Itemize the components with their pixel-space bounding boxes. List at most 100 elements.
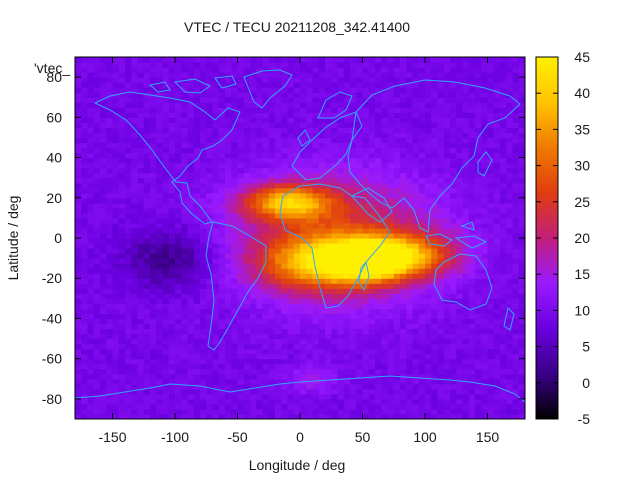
heatmap-cell xyxy=(281,97,289,103)
heatmap-cell xyxy=(193,207,201,214)
heatmap-cell xyxy=(112,82,120,88)
heatmap-cell xyxy=(143,142,151,149)
heatmap-cell xyxy=(506,403,514,410)
heatmap-cell xyxy=(100,97,107,103)
heatmap-cell xyxy=(337,248,345,254)
heatmap-cell xyxy=(106,162,114,169)
heatmap-cell xyxy=(343,328,351,335)
heatmap-cell xyxy=(412,413,420,419)
heatmap-cell xyxy=(231,263,239,269)
heatmap-cell xyxy=(350,323,357,330)
heatmap-cell xyxy=(231,238,239,244)
heatmap-cell xyxy=(350,142,357,149)
heatmap-cell xyxy=(387,373,395,380)
heatmap-cell xyxy=(281,142,289,149)
heatmap-cell xyxy=(181,393,189,400)
heatmap-cell xyxy=(306,408,314,415)
heatmap-cell xyxy=(212,172,220,179)
heatmap-cell xyxy=(406,263,414,269)
heatmap-cell xyxy=(162,162,170,169)
heatmap-cell xyxy=(81,132,89,139)
heatmap-cell xyxy=(212,313,220,320)
heatmap-cell xyxy=(331,67,339,73)
heatmap-cell xyxy=(225,383,232,390)
heatmap-cell xyxy=(418,112,426,118)
heatmap-cell xyxy=(468,172,476,179)
heatmap-cell xyxy=(143,308,151,315)
heatmap-cell xyxy=(418,413,426,419)
heatmap-cell xyxy=(275,167,282,174)
heatmap-cell xyxy=(350,363,357,370)
heatmap-cell xyxy=(156,318,164,325)
heatmap-cell xyxy=(200,238,207,244)
heatmap-cell xyxy=(412,187,420,194)
heatmap-cell xyxy=(137,92,145,98)
heatmap-cell xyxy=(81,97,89,103)
heatmap-cell xyxy=(231,62,239,68)
heatmap-cell xyxy=(431,248,439,254)
heatmap-cell xyxy=(431,328,439,335)
heatmap-cell xyxy=(481,253,489,259)
heatmap-cell xyxy=(187,398,195,405)
heatmap-cell xyxy=(250,318,257,325)
heatmap-cell xyxy=(450,127,457,134)
heatmap-cell xyxy=(431,368,439,375)
heatmap-cell xyxy=(475,107,482,113)
heatmap-cell xyxy=(112,202,120,209)
heatmap-cell xyxy=(243,207,251,214)
heatmap-cell xyxy=(131,388,139,395)
heatmap-cell xyxy=(337,378,345,385)
heatmap-cell xyxy=(400,368,407,375)
heatmap-cell xyxy=(431,378,439,385)
heatmap-cell xyxy=(456,197,464,204)
heatmap-cell xyxy=(418,333,426,340)
heatmap-cell xyxy=(500,363,507,370)
heatmap-cell xyxy=(187,112,195,118)
heatmap-cell xyxy=(425,132,432,139)
heatmap-cell xyxy=(193,333,201,340)
heatmap-cell xyxy=(412,147,420,154)
heatmap-cell xyxy=(150,232,157,239)
heatmap-cell xyxy=(375,192,382,199)
heatmap-cell xyxy=(106,308,114,315)
heatmap-cell xyxy=(331,227,339,234)
heatmap-cell xyxy=(362,117,370,123)
heatmap-cell xyxy=(193,388,201,395)
heatmap-cell xyxy=(212,333,220,340)
heatmap-cell xyxy=(100,288,107,294)
heatmap-cell xyxy=(218,283,226,289)
heatmap-cell xyxy=(425,393,432,400)
heatmap-cell xyxy=(437,87,445,93)
heatmap-cell xyxy=(237,142,245,149)
heatmap-cell xyxy=(150,217,157,224)
heatmap-cell xyxy=(468,283,476,289)
heatmap-cell xyxy=(262,353,270,360)
heatmap-cell xyxy=(406,248,414,254)
heatmap-cell xyxy=(337,398,345,405)
heatmap-cell xyxy=(231,172,239,179)
heatmap-cell xyxy=(500,177,507,184)
heatmap-cell xyxy=(325,303,332,309)
heatmap-cell xyxy=(187,368,195,375)
heatmap-cell xyxy=(493,152,501,159)
heatmap-cell xyxy=(168,152,176,159)
heatmap-cell xyxy=(331,348,339,355)
heatmap-cell xyxy=(312,288,320,294)
heatmap-cell xyxy=(406,72,414,78)
heatmap-cell xyxy=(150,57,157,63)
heatmap-cell xyxy=(375,368,382,375)
heatmap-cell xyxy=(231,117,239,123)
heatmap-cell xyxy=(375,248,382,254)
heatmap-cell xyxy=(93,318,101,325)
heatmap-cell xyxy=(475,263,482,269)
heatmap-cell xyxy=(162,303,170,309)
heatmap-cell xyxy=(131,383,139,390)
heatmap-cell xyxy=(200,192,207,199)
heatmap-cell xyxy=(231,77,239,83)
heatmap-cell xyxy=(350,348,357,355)
heatmap-cell xyxy=(125,303,132,309)
heatmap-cell xyxy=(381,393,389,400)
heatmap-cell xyxy=(156,258,164,264)
heatmap-cell xyxy=(375,238,382,244)
heatmap-cell xyxy=(393,122,401,128)
